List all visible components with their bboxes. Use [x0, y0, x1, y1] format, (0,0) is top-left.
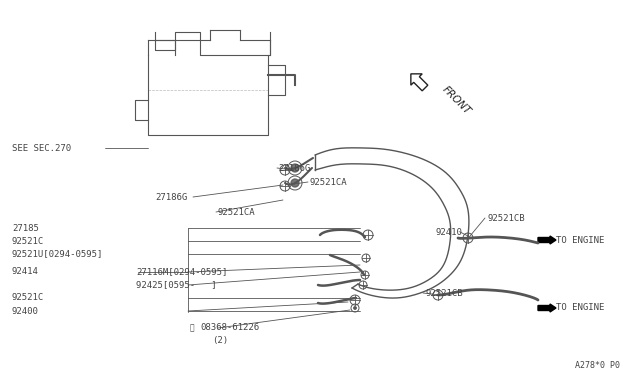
Text: 27185: 27185 — [12, 224, 39, 232]
Text: 92521C: 92521C — [12, 237, 44, 246]
Circle shape — [291, 164, 299, 172]
Text: 92425[0595-   ]: 92425[0595- ] — [136, 280, 216, 289]
Text: Ⓢ: Ⓢ — [190, 324, 195, 333]
Circle shape — [354, 307, 356, 309]
Text: 92521CB: 92521CB — [425, 289, 463, 298]
Text: A278*0 P0: A278*0 P0 — [575, 360, 620, 369]
Text: 92414: 92414 — [12, 267, 39, 276]
Text: TO ENGINE: TO ENGINE — [556, 304, 604, 312]
FancyArrow shape — [538, 236, 556, 244]
Text: SEE SEC.270: SEE SEC.270 — [12, 144, 71, 153]
Text: 27186G: 27186G — [278, 164, 310, 173]
Text: 92400: 92400 — [12, 307, 39, 315]
Text: (2): (2) — [212, 337, 228, 346]
Circle shape — [291, 179, 299, 187]
Text: 27116M[0294-0595]: 27116M[0294-0595] — [136, 267, 227, 276]
Text: FRONT: FRONT — [440, 84, 472, 116]
Text: 92521CA: 92521CA — [218, 208, 255, 217]
Text: 92410: 92410 — [435, 228, 462, 237]
Text: 92521CA: 92521CA — [310, 177, 348, 186]
Text: 92521C: 92521C — [12, 294, 44, 302]
FancyArrow shape — [538, 304, 556, 312]
Text: TO ENGINE: TO ENGINE — [556, 235, 604, 244]
Text: 92521CB: 92521CB — [487, 214, 525, 222]
Text: 92521U[0294-0595]: 92521U[0294-0595] — [12, 250, 104, 259]
Text: 08368-61226: 08368-61226 — [200, 324, 259, 333]
Text: 27186G: 27186G — [155, 192, 188, 202]
